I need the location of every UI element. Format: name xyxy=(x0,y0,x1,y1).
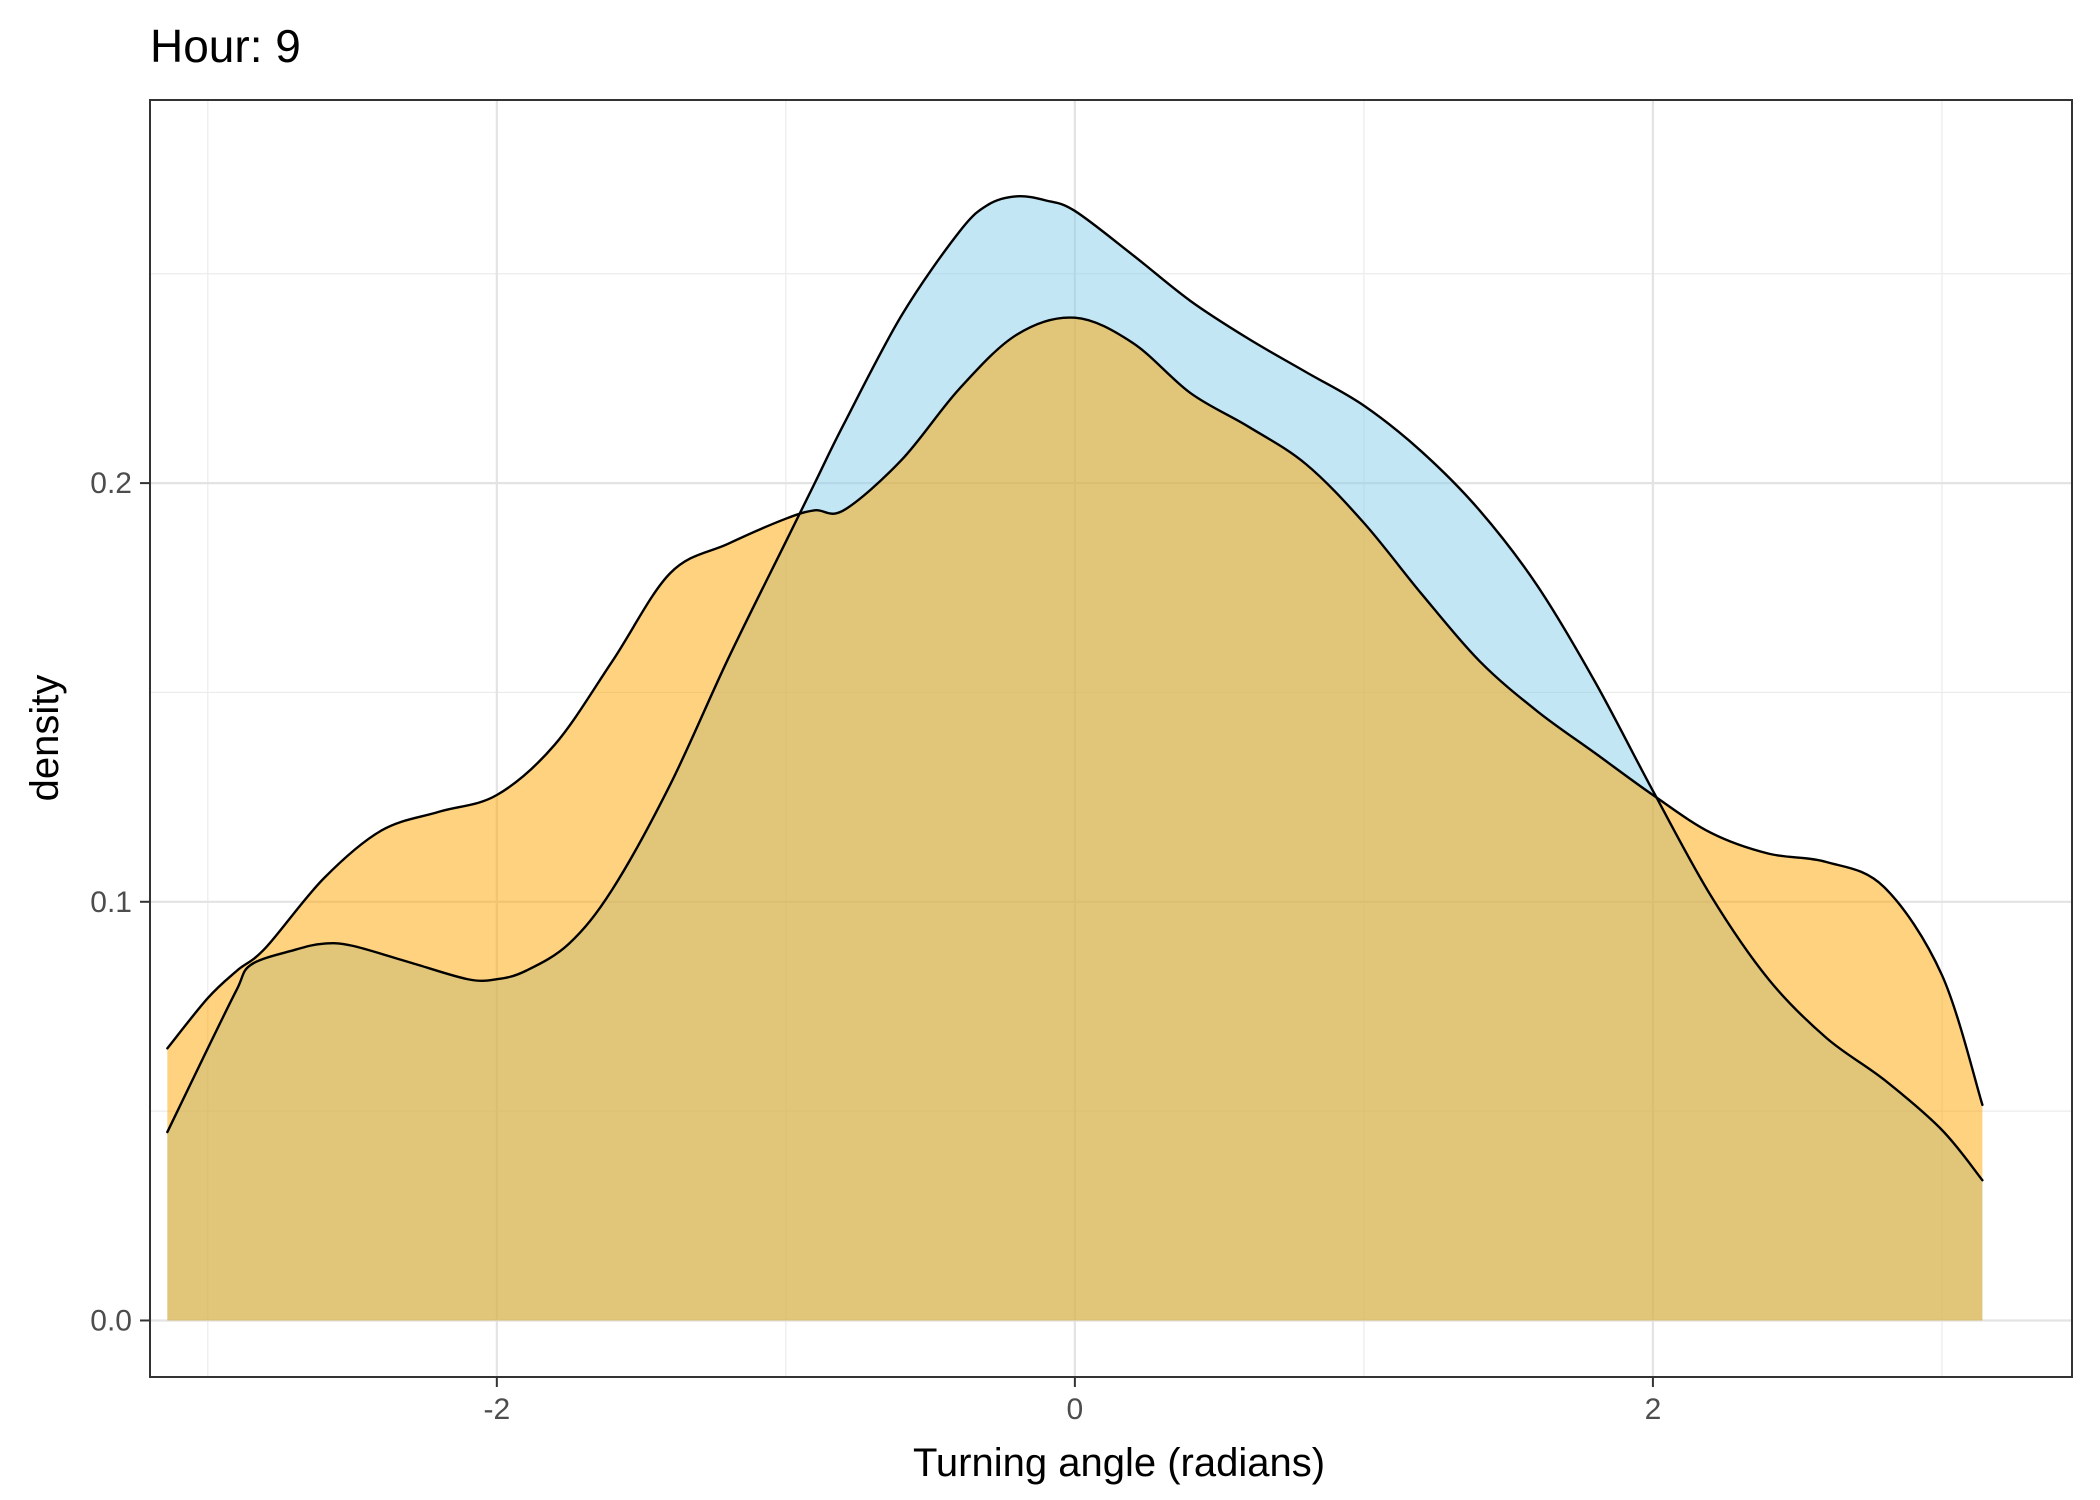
axes: -2 0 2 0.0 0.1 0.2 xyxy=(90,467,1661,1426)
x-tick-label: 2 xyxy=(1645,1393,1662,1426)
x-tick-label: 0 xyxy=(1067,1393,1084,1426)
density-outline-1 xyxy=(166,194,1984,1182)
y-tick-label: 0.2 xyxy=(90,467,132,500)
y-axis-title: density xyxy=(23,675,67,802)
chart-title: Hour: 9 xyxy=(150,20,301,72)
density-areas xyxy=(167,196,1983,1321)
y-tick-label: 0.1 xyxy=(90,886,132,919)
x-axis-title: Turning angle (radians) xyxy=(913,1441,1325,1485)
density-outlines xyxy=(166,194,1984,1182)
density-area-2 xyxy=(167,317,1983,1321)
panel-border xyxy=(149,99,2073,1378)
y-tick-label: 0.0 xyxy=(90,1304,132,1337)
x-tick-label: -2 xyxy=(483,1393,510,1426)
density-outline-2 xyxy=(166,316,1984,1107)
